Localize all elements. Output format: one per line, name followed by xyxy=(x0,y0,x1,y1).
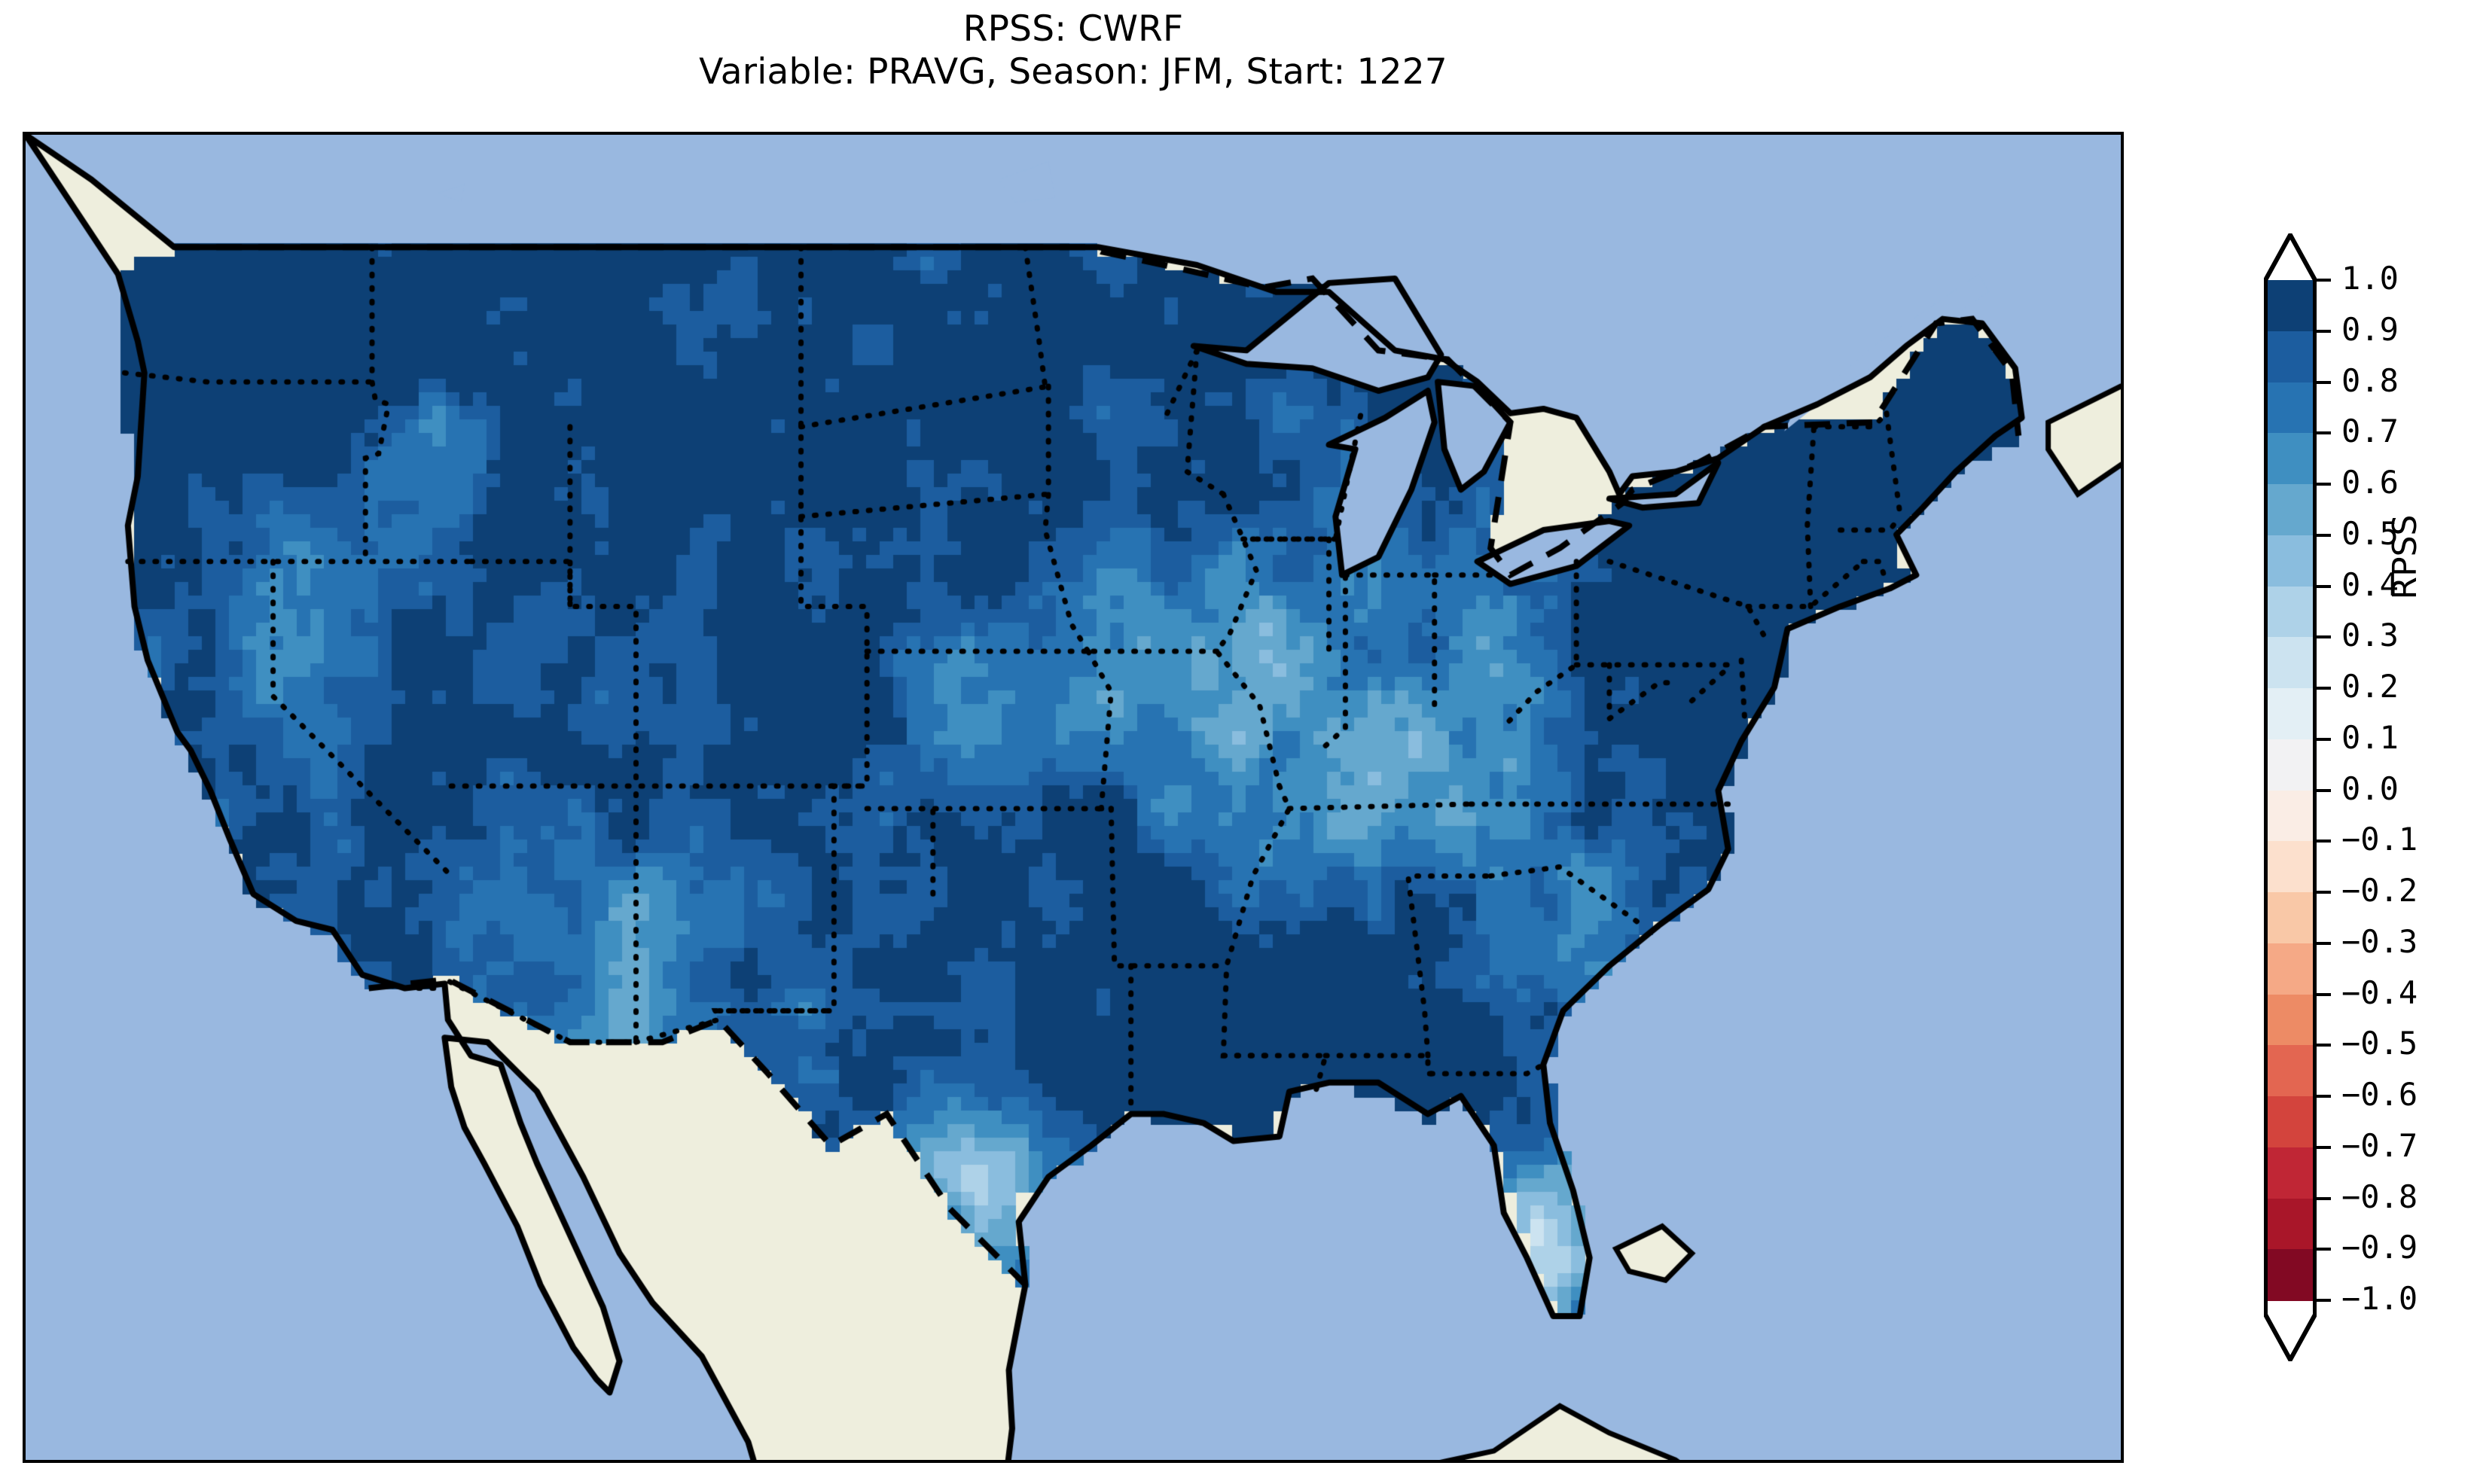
tick-mark-icon xyxy=(2317,992,2331,996)
tick-mark-icon xyxy=(2317,279,2331,282)
tick-mark-icon xyxy=(2317,891,2331,894)
colorbar-tick-label: −0.7 xyxy=(2341,1126,2418,1164)
rpss-heatmap-canvas xyxy=(26,135,2121,1460)
colorbar-tick-label: −0.3 xyxy=(2341,922,2418,960)
tick-mark-icon xyxy=(2317,483,2331,486)
tick-mark-icon xyxy=(2317,1145,2331,1149)
colorbar-tick-label: −0.9 xyxy=(2341,1229,2418,1266)
figure-title: RPSS: CWRF Variable: PRAVG, Season: JFM,… xyxy=(0,0,2146,94)
tick-mark-icon xyxy=(2317,840,2331,843)
colorbar-ticks: 1.0 0.9 0.8 0.7 0.6 0.5 0.4 0.3 0.2 0.1 0.0 −0.1 −0.… xyxy=(2264,233,2474,1361)
colorbar-tick-label: −0.8 xyxy=(2341,1178,2418,1215)
title-line-1: RPSS: CWRF xyxy=(962,8,1184,50)
colorbar-tick-label: 0.3 xyxy=(2341,617,2399,654)
colorbar-tick-label: −0.6 xyxy=(2341,1076,2418,1113)
colorbar-tick-label: 0.0 xyxy=(2341,769,2399,807)
colorbar-tick-label: 0.5 xyxy=(2341,514,2399,552)
colorbar-tick-label: 0.7 xyxy=(2341,413,2399,450)
colorbar-tick-label: −0.5 xyxy=(2341,1025,2418,1062)
tick-mark-icon xyxy=(2317,533,2331,537)
tick-mark-icon xyxy=(2317,329,2331,333)
colorbar-tick-label: 0.2 xyxy=(2341,668,2399,705)
colorbar-tick-label: −0.2 xyxy=(2341,872,2418,909)
colorbar-tick-label: −0.4 xyxy=(2341,974,2418,1011)
tick-mark-icon xyxy=(2317,737,2331,741)
tick-mark-icon xyxy=(2317,431,2331,435)
tick-mark-icon xyxy=(2317,1196,2331,1200)
colorbar-tick-label: 0.8 xyxy=(2341,361,2399,399)
tick-mark-icon xyxy=(2317,1095,2331,1098)
colorbar-tick-label: −1.0 xyxy=(2341,1280,2418,1317)
colorbar-tick-label: 0.6 xyxy=(2341,464,2399,501)
colorbar-tick-label: −0.1 xyxy=(2341,821,2418,858)
tick-mark-icon xyxy=(2317,687,2331,690)
colorbar-axis-label: RPSS xyxy=(2386,514,2424,600)
tick-mark-icon xyxy=(2317,1299,2331,1302)
tick-mark-icon xyxy=(2317,1248,2331,1251)
tick-mark-icon xyxy=(2317,941,2331,945)
colorbar-tick-label: 0.1 xyxy=(2341,718,2399,756)
colorbar-tick-label: 0.9 xyxy=(2341,310,2399,348)
title-line-2: Variable: PRAVG, Season: JFM, Start: 122… xyxy=(699,51,1447,93)
tick-mark-icon xyxy=(2317,788,2331,792)
tick-mark-icon xyxy=(2317,1044,2331,1047)
colorbar-tick-label: 1.0 xyxy=(2341,260,2399,297)
tick-mark-icon xyxy=(2317,380,2331,384)
tick-mark-icon xyxy=(2317,584,2331,588)
tick-mark-icon xyxy=(2317,635,2331,639)
map-panel xyxy=(23,132,2124,1463)
colorbar-tick-label: 0.4 xyxy=(2341,565,2399,603)
